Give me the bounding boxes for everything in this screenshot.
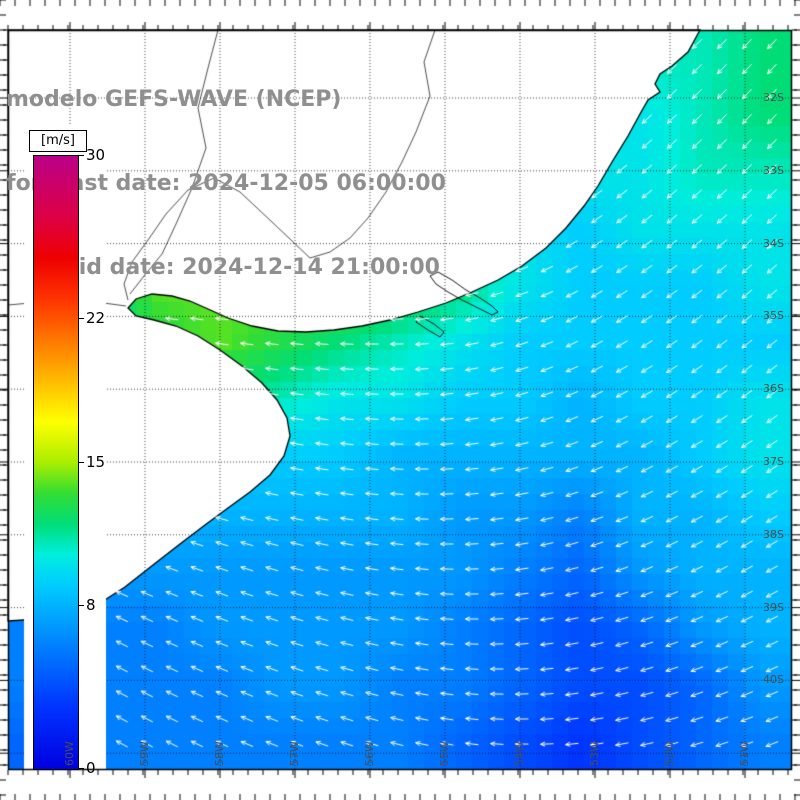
lat-label: 32S — [763, 91, 784, 104]
colorbar-tick-label: 30 — [86, 146, 106, 164]
colorbar-tick-label: 8 — [86, 595, 96, 614]
lat-label: 37S — [763, 455, 784, 468]
colorbar-units-label: [m/s] — [29, 130, 87, 152]
lat-label: 38S — [763, 527, 784, 541]
lon-label: 60W — [63, 741, 76, 766]
lat-label: 35S — [763, 309, 784, 323]
colorbar-tick-label: 15 — [86, 452, 106, 471]
colorbar-tick-label: 0 — [86, 759, 96, 777]
lat-label: 36S — [763, 382, 784, 396]
lon-label: 52W — [663, 741, 676, 766]
colorbar-gradient — [33, 155, 79, 770]
colorbar-tick-mark — [78, 155, 84, 156]
lat-label: 34S — [763, 236, 784, 250]
colorbar-tick-mark — [78, 318, 84, 320]
colorbar-tick-mark — [78, 461, 84, 463]
lon-label: 56W — [363, 741, 376, 766]
lon-label: 55W — [438, 741, 451, 766]
lon-label: 57W — [288, 741, 301, 766]
lon-label: 59W — [138, 741, 151, 766]
lon-label: 54W — [513, 741, 526, 766]
colorbar-tick-mark — [78, 768, 84, 769]
colorbar-tick-mark — [78, 604, 84, 606]
lon-label: 51W — [738, 741, 751, 766]
lon-label: 58W — [213, 741, 226, 766]
lat-label: 39S — [763, 600, 784, 614]
lat-label: 33S — [763, 163, 784, 177]
lon-label: 53W — [588, 741, 601, 766]
lat-label: 40S — [763, 673, 784, 687]
colorbar-tick-label: 22 — [86, 309, 106, 328]
